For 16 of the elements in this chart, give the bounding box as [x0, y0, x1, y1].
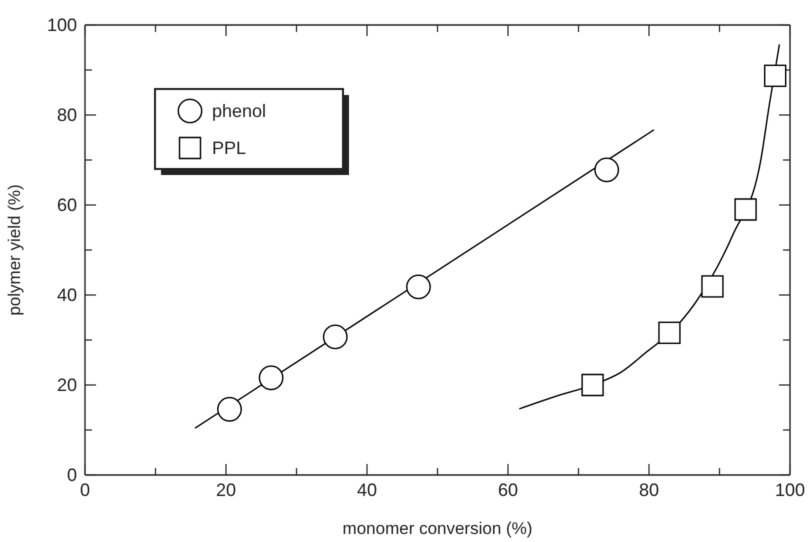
x-tick-label: 100: [774, 480, 806, 500]
x-tick-label: 60: [498, 480, 518, 500]
y-tick-label: 0: [66, 464, 77, 485]
x-tick-label: 0: [80, 480, 90, 500]
y-tick-label: 80: [56, 104, 77, 125]
y-tick-label: 60: [56, 194, 77, 215]
x-tick-label: 40: [356, 480, 378, 500]
x-axis-title: monomer conversion (%): [342, 519, 532, 538]
legend-label: PPL: [212, 138, 246, 158]
legend-label: phenol: [212, 101, 266, 121]
y-tick-label: 100: [46, 14, 77, 35]
y-tick-label: 20: [56, 374, 77, 395]
y-axis-title: polymer yield (%): [5, 184, 24, 316]
y-tick-label: 40: [56, 284, 77, 305]
x-tick-label: 20: [216, 480, 236, 500]
x-tick-label: 80: [638, 480, 660, 500]
